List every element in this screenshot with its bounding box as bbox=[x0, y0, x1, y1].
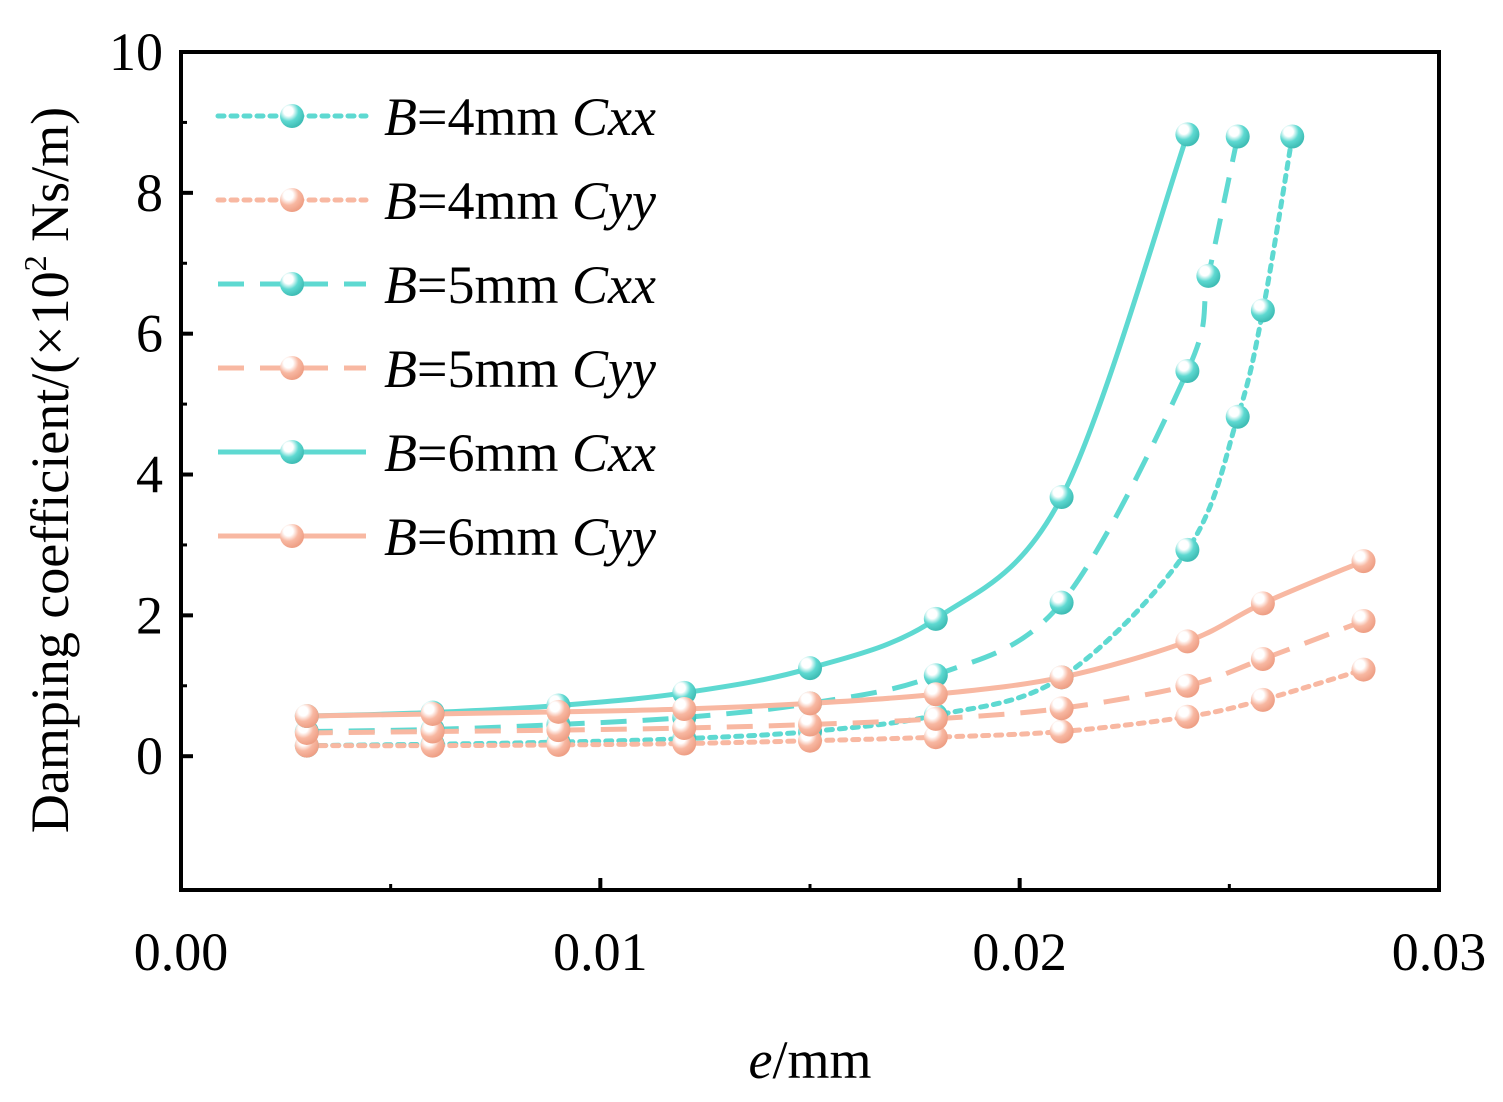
legend-entry-b-4mm-cxx: B=4mm Cxx bbox=[215, 87, 656, 147]
legend-marker-b-6mm-cxx bbox=[280, 440, 304, 464]
data-point-b-5mm-cyy-7 bbox=[1175, 673, 1200, 698]
data-point-b-5mm-cyy-9 bbox=[1351, 608, 1376, 633]
data-point-b-5mm-cyy-2 bbox=[546, 718, 571, 743]
data-point-b-6mm-cyy-6 bbox=[1049, 665, 1074, 690]
data-point-b-5mm-cxx-5 bbox=[923, 663, 948, 688]
data-point-b-6mm-cxx-5 bbox=[923, 606, 948, 631]
series-layer bbox=[294, 122, 1376, 758]
data-point-b-5mm-cxx-8 bbox=[1196, 263, 1221, 288]
legend-marker-b-4mm-cyy bbox=[280, 188, 304, 212]
legend-entry-b-6mm-cxx: B=6mm Cxx bbox=[218, 423, 656, 483]
legend-label-b-4mm-cxx: B=4mm Cxx bbox=[384, 87, 656, 147]
series-points-b-5mm-cyy bbox=[294, 608, 1376, 745]
series-points-b-6mm-cyy bbox=[294, 549, 1376, 729]
data-point-b-5mm-cyy-1 bbox=[420, 719, 445, 744]
legend-entry-b-4mm-cyy: B=4mm Cyy bbox=[215, 171, 656, 231]
series-line-b-4mm-cyy bbox=[304, 667, 1367, 749]
data-point-b-6mm-cxx-4 bbox=[798, 656, 822, 681]
data-point-b-5mm-cyy-0 bbox=[294, 720, 319, 745]
data-point-b-6mm-cyy-4 bbox=[798, 691, 822, 716]
legend: B=4mm Cxx B=4mm Cyy B=5mm Cxx B=5mm Cyy B=6m… bbox=[215, 87, 656, 567]
data-point-b-5mm-cxx-7 bbox=[1175, 359, 1200, 384]
data-point-b-5mm-cxx-6 bbox=[1049, 590, 1074, 615]
series-markers bbox=[294, 122, 1376, 758]
series-line-b-5mm-cyy bbox=[306, 618, 1365, 736]
series-line-b-5mm-cxx bbox=[306, 135, 1241, 735]
legend-label-b-6mm-cyy: B=6mm Cyy bbox=[384, 507, 656, 567]
data-point-b-6mm-cxx-6 bbox=[1049, 485, 1074, 510]
data-point-b-5mm-cxx-9 bbox=[1225, 124, 1250, 149]
data-point-b-5mm-cyy-6 bbox=[1049, 696, 1074, 721]
data-point-b-6mm-cyy-1 bbox=[420, 701, 445, 726]
y-axis-title: Damping coefficient/(×102 Ns/m) bbox=[17, 107, 80, 833]
data-point-b-5mm-cyy-3 bbox=[672, 716, 697, 741]
y-tick-label-1: 2 bbox=[136, 585, 163, 645]
legend-label-b-5mm-cxx: B=5mm Cxx bbox=[384, 255, 656, 315]
axes: 0.00 0.01 0.02 0.03 0 2 4 6 8 10 bbox=[109, 22, 1486, 982]
data-point-b-6mm-cyy-7 bbox=[1175, 629, 1200, 654]
x-tick-label-0: 0.00 bbox=[134, 922, 229, 982]
legend-entry-b-6mm-cyy: B=6mm Cyy bbox=[218, 507, 656, 567]
y-tick-label-5: 10 bbox=[109, 22, 163, 82]
data-point-b-6mm-cyy-2 bbox=[546, 699, 571, 724]
y-tick-label-4: 8 bbox=[136, 163, 163, 223]
y-tick-label-3: 6 bbox=[136, 304, 163, 364]
legend-entry-b-5mm-cyy: B=5mm Cyy bbox=[218, 339, 656, 399]
plot-frame bbox=[179, 50, 1441, 892]
legend-marker-b-4mm-cxx bbox=[280, 104, 304, 128]
data-point-b-4mm-cyy-8 bbox=[1250, 687, 1275, 712]
x-tick-label-1: 0.01 bbox=[553, 922, 648, 982]
data-point-b-5mm-cyy-8 bbox=[1250, 647, 1275, 672]
data-point-b-6mm-cyy-9 bbox=[1351, 549, 1376, 574]
data-point-b-4mm-cxx-9 bbox=[1250, 298, 1275, 323]
x-tick-label-2: 0.02 bbox=[972, 922, 1067, 982]
y-tick-label-0: 0 bbox=[136, 726, 163, 786]
data-point-b-6mm-cyy-3 bbox=[672, 697, 697, 722]
data-point-b-5mm-cyy-5 bbox=[923, 706, 948, 731]
legend-entry-b-5mm-cxx: B=5mm Cxx bbox=[218, 255, 656, 315]
data-point-b-4mm-cyy-6 bbox=[1049, 719, 1074, 744]
data-point-b-6mm-cyy-8 bbox=[1250, 591, 1275, 616]
series-line-b-6mm-cyy bbox=[306, 558, 1365, 719]
data-point-b-4mm-cyy-9 bbox=[1351, 657, 1376, 682]
x-tick-label-3: 0.03 bbox=[1392, 922, 1487, 982]
legend-label-b-6mm-cxx: B=6mm Cxx bbox=[384, 423, 656, 483]
legend-marker-b-5mm-cyy bbox=[280, 356, 304, 380]
legend-marker-b-5mm-cxx bbox=[280, 272, 304, 296]
data-point-b-6mm-cyy-0 bbox=[294, 704, 319, 729]
data-point-b-4mm-cxx-10 bbox=[1280, 124, 1305, 149]
legend-marker-b-6mm-cyy bbox=[280, 524, 304, 548]
legend-label-b-5mm-cyy: B=5mm Cyy bbox=[384, 339, 656, 399]
data-point-b-4mm-cyy-7 bbox=[1175, 704, 1200, 729]
data-point-b-6mm-cyy-5 bbox=[923, 682, 948, 707]
data-point-b-4mm-cxx-7 bbox=[1175, 537, 1200, 562]
data-point-b-4mm-cyy-5 bbox=[923, 725, 948, 750]
legend-label-b-4mm-cyy: B=4mm Cyy bbox=[384, 171, 656, 231]
data-point-b-6mm-cxx-7 bbox=[1175, 122, 1200, 147]
x-axis-title: e/mm bbox=[749, 1030, 872, 1090]
data-point-b-4mm-cxx-8 bbox=[1225, 404, 1250, 429]
data-point-b-5mm-cyy-4 bbox=[798, 712, 822, 737]
y-tick-label-2: 4 bbox=[136, 445, 163, 505]
